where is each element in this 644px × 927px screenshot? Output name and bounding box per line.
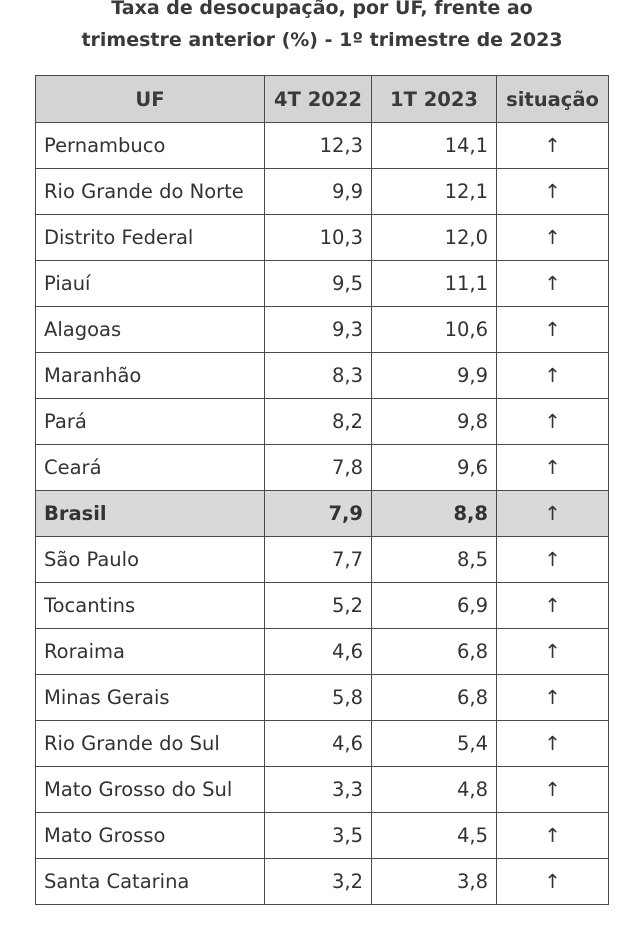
cell-uf: Distrito Federal (35, 214, 265, 261)
cell-4t-2022: 3,3 (264, 766, 372, 813)
cell-4t-2022: 9,3 (264, 306, 372, 353)
cell-1t-2023: 12,1 (371, 168, 497, 215)
cell-situacao-up-arrow-icon: ↑ (496, 536, 609, 583)
cell-4t-2022: 5,8 (264, 674, 372, 721)
header-4t-2022: 4T 2022 (264, 75, 372, 123)
cell-1t-2023: 6,9 (371, 582, 497, 629)
table-header: UF 4T 2022 1T 2023 situação (35, 75, 609, 123)
cell-situacao-up-arrow-icon: ↑ (496, 352, 609, 399)
cell-situacao-up-arrow-icon: ↑ (496, 674, 609, 721)
cell-situacao-up-arrow-icon: ↑ (496, 306, 609, 353)
cell-uf: Roraima (35, 628, 265, 675)
table-row: Distrito Federal 10,3 12,0 ↑ (35, 214, 609, 261)
table-row: Ceará 7,8 9,6 ↑ (35, 444, 609, 491)
cell-uf: Piauí (35, 260, 265, 307)
table-row: Pará 8,2 9,8 ↑ (35, 398, 609, 445)
cell-uf: Alagoas (35, 306, 265, 353)
cell-situacao-up-arrow-icon: ↑ (496, 720, 609, 767)
table-row: Maranhão 8,3 9,9 ↑ (35, 352, 609, 399)
cell-4t-2022: 4,6 (264, 628, 372, 675)
table-row: Minas Gerais 5,8 6,8 ↑ (35, 674, 609, 721)
cell-1t-2023: 11,1 (371, 260, 497, 307)
cell-uf: Mato Grosso do Sul (35, 766, 265, 813)
cell-1t-2023: 8,8 (371, 490, 497, 537)
table-row: Rio Grande do Norte 9,9 12,1 ↑ (35, 168, 609, 215)
cell-1t-2023: 9,6 (371, 444, 497, 491)
cell-situacao-up-arrow-icon: ↑ (496, 490, 609, 537)
cell-situacao-up-arrow-icon: ↑ (496, 766, 609, 813)
cell-1t-2023: 9,9 (371, 352, 497, 399)
table-row: São Paulo 7,7 8,5 ↑ (35, 536, 609, 583)
cell-uf: Rio Grande do Sul (35, 720, 265, 767)
cell-1t-2023: 9,8 (371, 398, 497, 445)
table-row: Brasil 7,9 8,8 ↑ (35, 490, 609, 537)
table-row: Alagoas 9,3 10,6 ↑ (35, 306, 609, 353)
table-row: Mato Grosso 3,5 4,5 ↑ (35, 812, 609, 859)
cell-situacao-up-arrow-icon: ↑ (496, 582, 609, 629)
table-title: Taxa de desocupação, por UF, frente ao t… (0, 0, 644, 56)
cell-uf: Santa Catarina (35, 858, 265, 905)
table-row: Piauí 9,5 11,1 ↑ (35, 260, 609, 307)
cell-uf: Pará (35, 398, 265, 445)
cell-uf: Maranhão (35, 352, 265, 399)
cell-uf: Mato Grosso (35, 812, 265, 859)
cell-1t-2023: 5,4 (371, 720, 497, 767)
table-row: Tocantins 5,2 6,9 ↑ (35, 582, 609, 629)
cell-1t-2023: 12,0 (371, 214, 497, 261)
cell-uf: São Paulo (35, 536, 265, 583)
cell-1t-2023: 4,8 (371, 766, 497, 813)
table-row: Roraima 4,6 6,8 ↑ (35, 628, 609, 675)
cell-situacao-up-arrow-icon: ↑ (496, 214, 609, 261)
cell-1t-2023: 8,5 (371, 536, 497, 583)
cell-1t-2023: 3,8 (371, 858, 497, 905)
cell-situacao-up-arrow-icon: ↑ (496, 398, 609, 445)
table-title-line-2: trimestre anterior (%) - 1º trimestre de… (81, 29, 563, 51)
cell-4t-2022: 8,3 (264, 352, 372, 399)
header-row: UF 4T 2022 1T 2023 situação (35, 75, 609, 123)
cell-1t-2023: 14,1 (371, 122, 497, 169)
cell-uf: Ceará (35, 444, 265, 491)
cell-1t-2023: 10,6 (371, 306, 497, 353)
cell-4t-2022: 10,3 (264, 214, 372, 261)
table-title-line-1: Taxa de desocupação, por UF, frente ao (111, 0, 533, 19)
header-uf: UF (35, 75, 265, 123)
cell-situacao-up-arrow-icon: ↑ (496, 168, 609, 215)
table-body: Pernambuco 12,3 14,1 ↑ Rio Grande do Norte 9,… (35, 122, 609, 905)
cell-situacao-up-arrow-icon: ↑ (496, 122, 609, 169)
header-situacao: situação (496, 75, 609, 123)
cell-4t-2022: 7,9 (264, 490, 372, 537)
cell-4t-2022: 5,2 (264, 582, 372, 629)
cell-1t-2023: 6,8 (371, 628, 497, 675)
cell-1t-2023: 6,8 (371, 674, 497, 721)
cell-situacao-up-arrow-icon: ↑ (496, 260, 609, 307)
table-row: Pernambuco 12,3 14,1 ↑ (35, 122, 609, 169)
cell-4t-2022: 4,6 (264, 720, 372, 767)
cell-uf: Pernambuco (35, 122, 265, 169)
cell-4t-2022: 3,2 (264, 858, 372, 905)
cell-4t-2022: 9,5 (264, 260, 372, 307)
unemployment-table: UF 4T 2022 1T 2023 situação Pernambuco 12… (35, 75, 609, 905)
cell-4t-2022: 9,9 (264, 168, 372, 215)
cell-situacao-up-arrow-icon: ↑ (496, 858, 609, 905)
cell-uf: Brasil (35, 490, 265, 537)
cell-uf: Minas Gerais (35, 674, 265, 721)
cell-4t-2022: 12,3 (264, 122, 372, 169)
cell-4t-2022: 8,2 (264, 398, 372, 445)
cell-uf: Rio Grande do Norte (35, 168, 265, 215)
cell-4t-2022: 3,5 (264, 812, 372, 859)
table-row: Rio Grande do Sul 4,6 5,4 ↑ (35, 720, 609, 767)
cell-uf: Tocantins (35, 582, 265, 629)
header-1t-2023: 1T 2023 (371, 75, 497, 123)
cell-situacao-up-arrow-icon: ↑ (496, 444, 609, 491)
cell-4t-2022: 7,8 (264, 444, 372, 491)
table-row: Mato Grosso do Sul 3,3 4,8 ↑ (35, 766, 609, 813)
cell-situacao-up-arrow-icon: ↑ (496, 628, 609, 675)
table-row: Santa Catarina 3,2 3,8 ↑ (35, 858, 609, 905)
cell-situacao-up-arrow-icon: ↑ (496, 812, 609, 859)
cell-4t-2022: 7,7 (264, 536, 372, 583)
cell-1t-2023: 4,5 (371, 812, 497, 859)
